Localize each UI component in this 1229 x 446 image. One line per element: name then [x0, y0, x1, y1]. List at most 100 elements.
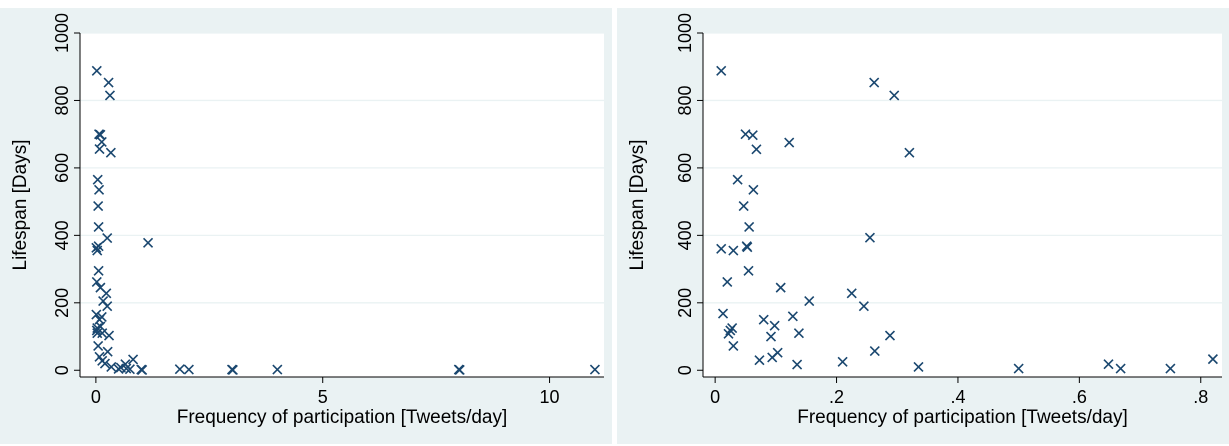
- data-point-marker: [716, 243, 727, 254]
- data-point-marker: [183, 364, 194, 375]
- y-axis-title: Lifespan [Days]: [10, 140, 31, 271]
- y-tick-label: 1000: [675, 13, 695, 53]
- data-point-marker: [913, 361, 924, 372]
- data-point-marker: [103, 77, 114, 88]
- y-tick-label: 800: [52, 85, 72, 115]
- data-point-marker: [728, 245, 739, 256]
- x-tick-label: .8: [1193, 387, 1208, 407]
- data-point-marker: [732, 174, 743, 185]
- right-scatter-panel: 0 200 400 600 800 1000 0 .2 .4 .6 .8 Frequency of p…: [617, 8, 1229, 444]
- data-point-marker: [804, 296, 815, 307]
- data-point-marker: [94, 143, 105, 155]
- y-tick-label: 600: [675, 153, 695, 183]
- data-point-marker: [751, 144, 762, 155]
- data-point-marker: [589, 364, 600, 375]
- data-point-marker: [793, 328, 804, 339]
- data-point-marker: [754, 355, 765, 366]
- data-point-marker: [93, 200, 104, 212]
- data-point-marker: [904, 147, 915, 158]
- data-point-marker: [765, 331, 777, 342]
- data-point-marker: [93, 184, 105, 195]
- data-point-marker: [137, 364, 148, 375]
- data-point-marker: [787, 311, 798, 322]
- data-point-marker: [769, 320, 780, 331]
- data-point-marker: [884, 330, 896, 341]
- data-point-marker: [722, 276, 733, 287]
- data-point-marker: [775, 282, 786, 293]
- data-point-marker: [767, 352, 778, 363]
- data-point-marker: [227, 364, 238, 375]
- data-point-marker: [846, 288, 857, 299]
- data-point-marker: [864, 232, 875, 243]
- y-tick-label: 400: [52, 220, 72, 250]
- data-point-marker: [837, 356, 848, 367]
- data-point-marker: [272, 364, 283, 375]
- data-point-marker: [91, 276, 102, 287]
- y-axis-title: Lifespan [Days]: [627, 140, 648, 271]
- data-point-marker: [792, 359, 803, 370]
- x-tick-label: 10: [540, 387, 560, 407]
- data-point-marker: [106, 361, 117, 372]
- data-point-marker: [124, 364, 135, 375]
- x-tick-label: .4: [950, 387, 965, 407]
- data-point-marker: [105, 147, 116, 158]
- data-point-marker: [869, 345, 880, 357]
- data-point-marker: [93, 265, 104, 276]
- data-point-marker: [716, 65, 727, 76]
- data-point-marker: [758, 314, 769, 325]
- data-point-marker: [128, 354, 139, 365]
- data-point-marker: [93, 340, 104, 352]
- y-tick-label: 200: [675, 288, 695, 318]
- y-tick-label: 0: [52, 365, 72, 375]
- x-tick-label: .6: [1072, 387, 1087, 407]
- data-point-marker: [102, 346, 113, 357]
- y-tick-label: 1000: [52, 13, 72, 53]
- data-point-marker: [1115, 363, 1126, 374]
- data-point-marker: [717, 308, 729, 319]
- data-point-marker: [723, 328, 734, 339]
- plot-area: [80, 33, 604, 377]
- data-point-marker: [99, 358, 111, 369]
- data-point-marker: [1103, 359, 1114, 370]
- data-point-marker: [101, 288, 112, 299]
- x-tick-label: 0: [91, 387, 101, 407]
- data-point-marker: [738, 200, 749, 212]
- y-tick-label: 800: [675, 85, 695, 115]
- data-point-marker: [743, 265, 754, 276]
- x-tick-label: 5: [318, 387, 328, 407]
- y-tick-label: 600: [52, 153, 72, 183]
- data-point-marker: [784, 137, 795, 148]
- data-point-marker: [889, 90, 900, 101]
- left-scatter-panel: 0 200 400 600 800 1000 0 5 10 Frequency of partic…: [0, 8, 612, 444]
- data-point-marker: [142, 237, 154, 248]
- data-point-marker: [104, 90, 116, 101]
- data-point-marker: [102, 232, 113, 244]
- data-point-marker: [92, 174, 103, 185]
- data-point-marker: [748, 184, 759, 195]
- data-point-marker: [115, 362, 126, 373]
- data-point-marker: [102, 301, 113, 312]
- data-point-marker: [95, 321, 106, 332]
- x-axis-title: Frequency of participation [Tweets/day]: [177, 407, 508, 428]
- left-scatter-chart: 0 200 400 600 800 1000 0 5 10 Frequency of partic…: [10, 13, 604, 428]
- x-tick-label: 0: [710, 387, 720, 407]
- plot-area: [703, 33, 1222, 377]
- data-point-marker: [91, 309, 102, 320]
- right-scatter-chart: 0 200 400 600 800 1000 0 .2 .4 .6 .8 Frequency of p…: [627, 13, 1222, 428]
- data-point-marker: [174, 364, 185, 375]
- data-point-marker: [742, 242, 753, 253]
- data-point-marker: [869, 77, 880, 88]
- data-point-marker: [91, 65, 102, 76]
- data-point-marker: [96, 311, 107, 323]
- x-axis-title: Frequency of participation [Tweets/day]: [797, 407, 1128, 428]
- data-point-marker: [1013, 363, 1024, 374]
- data-point-marker: [454, 364, 465, 375]
- data-point-marker: [858, 301, 869, 312]
- data-point-marker: [744, 221, 755, 232]
- x-tick-label: .2: [829, 387, 844, 407]
- data-point-marker: [1207, 354, 1218, 365]
- data-point-marker: [92, 245, 103, 256]
- y-tick-label: 400: [675, 220, 695, 250]
- data-point-marker: [96, 136, 107, 147]
- y-tick-label: 0: [675, 365, 695, 375]
